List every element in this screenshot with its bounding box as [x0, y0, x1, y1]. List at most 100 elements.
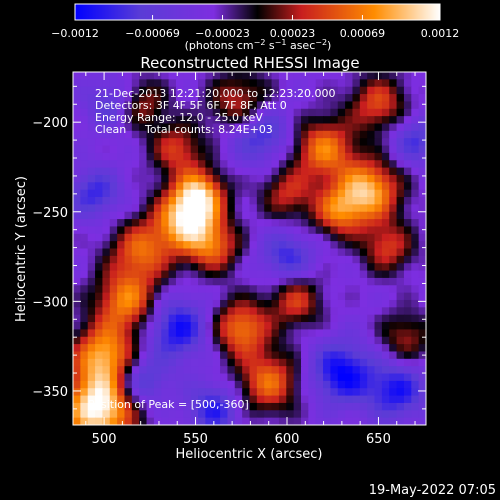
heatmap-cell: [418, 292, 426, 301]
heatmap-cell: [102, 160, 111, 169]
heatmap-cell: [109, 123, 118, 132]
heatmap-cell: [418, 322, 426, 330]
heatmap-cell: [300, 101, 309, 110]
heatmap-cell: [271, 299, 280, 308]
heatmap-cell: [190, 373, 199, 382]
heatmap-cell: [418, 167, 426, 176]
heatmap-cell: [139, 388, 148, 397]
heatmap-cell: [293, 86, 302, 95]
heatmap-cell: [102, 255, 111, 264]
heatmap-cell: [220, 233, 229, 242]
heatmap-cell: [131, 116, 140, 125]
heatmap-cell: [95, 167, 104, 176]
heatmap-cell: [278, 248, 287, 257]
heatmap-cell: [315, 72, 324, 80]
heatmap-cell: [175, 299, 184, 308]
heatmap-cell: [183, 373, 192, 382]
heatmap-cell: [80, 211, 89, 220]
heatmap-cell: [234, 167, 243, 176]
heatmap-cell: [124, 101, 133, 110]
heatmap-cell: [153, 344, 162, 353]
heatmap-cell: [227, 86, 236, 95]
heatmap-cell: [286, 123, 295, 132]
heatmap-cell: [286, 116, 295, 125]
heatmap-cell: [234, 101, 243, 110]
heatmap-cell: [352, 263, 361, 272]
heatmap-cell: [264, 94, 273, 103]
x-axis-label: Heliocentric X (arcsec): [176, 447, 323, 462]
heatmap-cell: [330, 410, 339, 419]
heatmap-cell: [117, 138, 126, 147]
heatmap-cell: [242, 130, 251, 139]
heatmap-cell: [418, 174, 426, 183]
heatmap-cell: [345, 402, 354, 411]
heatmap-cell: [389, 72, 398, 80]
heatmap-cell: [87, 130, 96, 139]
heatmap-cell: [153, 160, 162, 169]
heatmap-cell: [278, 94, 287, 103]
heatmap-cell: [183, 94, 192, 103]
heatmap-cell: [161, 167, 170, 176]
heatmap-cell: [249, 204, 258, 213]
heatmap-cell: [315, 160, 324, 169]
heatmap-cell: [256, 94, 265, 103]
heatmap-cell: [220, 307, 229, 316]
heatmap-cell: [345, 79, 354, 88]
heatmap-cell: [109, 410, 118, 419]
heatmap-cell: [323, 366, 331, 375]
heatmap-cell: [389, 86, 398, 95]
heatmap-cell: [73, 402, 81, 411]
heatmap-cell: [146, 292, 155, 301]
heatmap-cell: [374, 373, 383, 382]
heatmap-cell: [87, 86, 96, 95]
heatmap-cell: [352, 292, 361, 301]
heatmap-cell: [175, 351, 184, 360]
heatmap-cell: [345, 417, 354, 425]
heatmap-cell: [403, 336, 412, 345]
heatmap-cell: [278, 344, 287, 353]
heatmap-cell: [418, 86, 426, 95]
heatmap-cell: [345, 388, 354, 397]
heatmap-cell: [264, 197, 273, 205]
heatmap-cell: [337, 263, 346, 272]
heatmap-cell: [286, 211, 295, 220]
heatmap-cell: [153, 336, 162, 345]
heatmap-cell: [403, 108, 412, 117]
heatmap-cell: [153, 182, 162, 191]
heatmap-cell: [73, 241, 81, 250]
heatmap-cell: [95, 336, 104, 345]
heatmap-cell: [205, 167, 214, 176]
heatmap-cell: [337, 402, 346, 411]
heatmap-cell: [271, 197, 280, 205]
heatmap-cell: [264, 263, 273, 272]
heatmap-cell: [139, 130, 148, 139]
heatmap-cell: [227, 160, 236, 169]
heatmap-cell: [381, 270, 390, 279]
heatmap-cell: [323, 152, 331, 161]
heatmap-cell: [286, 366, 295, 375]
heatmap-cell: [249, 373, 258, 382]
heatmap-cell: [175, 204, 184, 213]
heatmap-cell: [117, 189, 126, 198]
heatmap-cell: [381, 263, 390, 272]
heatmap-cell: [242, 344, 251, 353]
heatmap-cell: [411, 79, 420, 88]
heatmap-cell: [242, 219, 251, 228]
heatmap-cell: [124, 219, 133, 228]
heatmap-cell: [80, 307, 89, 316]
heatmap-cell: [411, 307, 420, 316]
heatmap-cell: [330, 152, 339, 161]
heatmap-cell: [190, 380, 199, 389]
heatmap-cell: [146, 160, 155, 169]
heatmap-cell: [315, 79, 324, 88]
x-axis-ticks: 500 550 600 650: [85, 72, 416, 447]
heatmap-cell: [389, 108, 398, 117]
heatmap-cell: [183, 263, 192, 272]
colorbar-tick-label: −0.00023: [195, 27, 250, 40]
heatmap-cell: [205, 366, 214, 375]
heatmap-cell: [73, 299, 81, 308]
heatmap-cell: [418, 152, 426, 161]
heatmap-cell: [146, 152, 155, 161]
heatmap-cell: [411, 94, 420, 103]
heatmap-cell: [286, 388, 295, 397]
